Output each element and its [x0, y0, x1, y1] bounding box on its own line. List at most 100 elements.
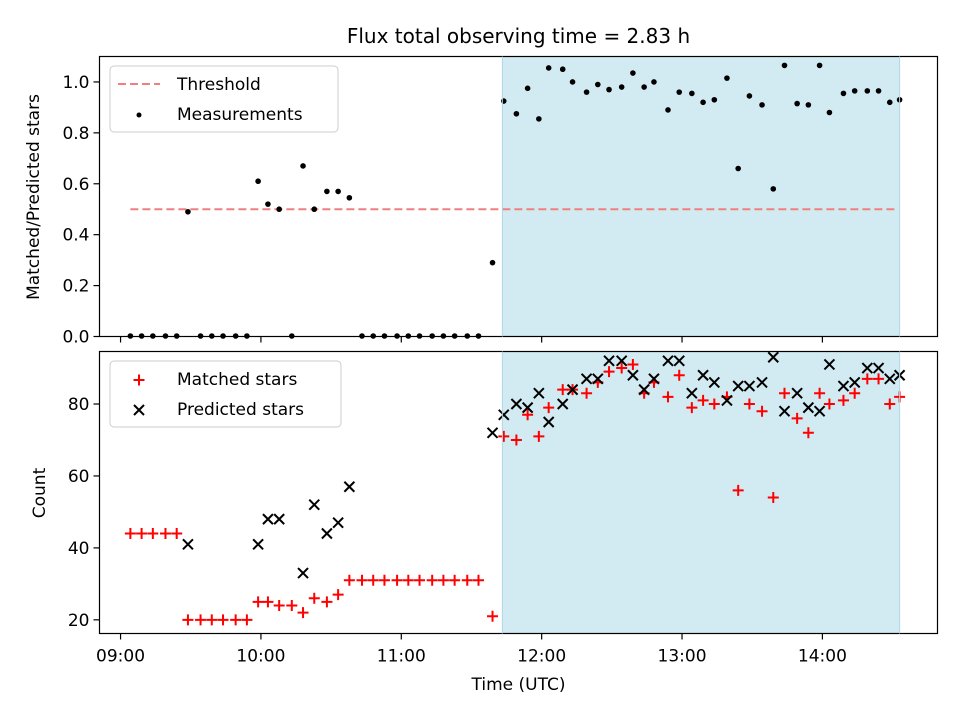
chart-title: Flux total observing time = 2.83 h [347, 24, 690, 48]
legend-measurements-label: Measurements [177, 105, 303, 125]
measurement-point [641, 84, 647, 90]
measurement-point [651, 79, 657, 85]
predicted-star-point [486, 427, 499, 439]
measurement-point [826, 109, 833, 116]
measurement-point [559, 66, 566, 73]
counts-panel-legend: Matched stars Predicted stars [109, 360, 342, 428]
ratio-legend-box [109, 65, 339, 133]
matched-star-point [367, 574, 379, 586]
counts-panel-ylabel: Count [30, 467, 50, 518]
measurement-point [545, 65, 552, 71]
matched-star-point [823, 398, 835, 410]
matched-star-point [241, 614, 253, 626]
predicted-star-point [721, 394, 733, 407]
matched-star-point [262, 596, 274, 608]
matched-star-point [461, 574, 473, 586]
measurement-point [583, 89, 590, 95]
counts-xtick-label: 10:00 [236, 647, 285, 667]
predicted-star-point [592, 373, 604, 385]
matched-star-point [884, 398, 896, 410]
matched-star-point [861, 373, 873, 385]
matched-star-point [814, 387, 826, 399]
observing-window-shade-bottom [502, 351, 900, 634]
predicted-star-point [262, 513, 274, 525]
matched-star-point [195, 614, 207, 626]
legend-predicted-swatch [133, 404, 145, 416]
predicted-star-point [343, 481, 356, 493]
predicted-star-point [767, 351, 779, 363]
measurement-point [569, 79, 576, 85]
predicted-star-point [521, 401, 534, 414]
predicted-star-point [837, 380, 850, 392]
matched-star-point [230, 614, 242, 626]
matched-star-point [686, 402, 698, 414]
measurement-point [276, 206, 282, 213]
measurement-point [536, 116, 542, 122]
legend-measurements-swatch [136, 112, 142, 118]
matched-star-point [356, 574, 368, 586]
predicted-star-point [533, 387, 545, 399]
predicted-star-point [708, 376, 721, 389]
measurement-point [606, 86, 612, 93]
measurement-point [875, 88, 882, 94]
matched-star-point [487, 610, 499, 622]
predicted-star-point [778, 405, 791, 417]
matched-star-point [124, 528, 136, 540]
measurement-point [724, 75, 730, 81]
matched-star-point [802, 427, 814, 439]
measurement-point [500, 98, 507, 104]
predicted-star-point [872, 362, 885, 374]
matched-star-point [252, 596, 264, 608]
matched-star-point [273, 599, 285, 611]
measurement-point [794, 100, 800, 107]
ratio-ytick-label: 1.0 [62, 73, 89, 93]
predicted-star-point [510, 398, 523, 410]
predicted-star-point [673, 355, 685, 367]
matched-star-point [321, 596, 333, 608]
measurement-point [595, 81, 601, 88]
measurement-point [630, 70, 636, 76]
ratio-ytick-label: 0.2 [62, 277, 89, 297]
matched-star-point [472, 574, 484, 586]
predicted-star-point [615, 355, 628, 367]
counts-xtick-label: 14:00 [798, 647, 847, 667]
matched-star-point [217, 614, 229, 626]
matched-star-point [543, 402, 555, 414]
legend-threshold-label: Threshold [176, 75, 261, 95]
matched-star-point [498, 430, 510, 442]
counts-xtick-label: 09:00 [96, 647, 145, 667]
matched-star-point [449, 574, 461, 586]
measurement-point [805, 102, 812, 108]
predicted-star-point [557, 398, 569, 410]
predicted-star-point [813, 405, 826, 417]
predicted-star-point [566, 383, 579, 396]
legend-matched-label: Matched stars [177, 370, 297, 390]
measurement-point [770, 186, 777, 192]
predicted-star-point [791, 387, 803, 399]
counts-panel-xlabel: Time (UTC) [471, 675, 566, 695]
ratio-ytick-label: 0.4 [62, 226, 89, 246]
counts-xtick-label: 12:00 [517, 647, 566, 667]
matched-star-point [849, 387, 861, 399]
predicted-star-point [542, 416, 555, 428]
observing-window-shade-top [502, 56, 900, 337]
matched-star-point [533, 430, 545, 442]
matched-star-point [708, 398, 720, 410]
measurement-point [335, 188, 341, 195]
predicted-star-point [498, 409, 510, 421]
predicted-star-point [182, 538, 194, 551]
ratio-panel-frame [98, 55, 939, 338]
matched-star-point [426, 574, 438, 586]
legend-matched-swatch [133, 374, 145, 386]
measurement-point [265, 201, 271, 207]
predicted-star-point [743, 380, 756, 392]
counts-ytick-label: 80 [68, 395, 90, 415]
matched-star-point [732, 484, 744, 496]
matched-star-point [837, 394, 849, 406]
measurement-point [840, 90, 847, 97]
predicted-star-point [732, 380, 744, 392]
matched-star-point [581, 387, 593, 399]
matched-star-point [414, 574, 426, 586]
ratio-panel: 0.0 0.2 0.4 0.6 0.8 1.0 Matched/Predicted sta… [24, 55, 939, 348]
